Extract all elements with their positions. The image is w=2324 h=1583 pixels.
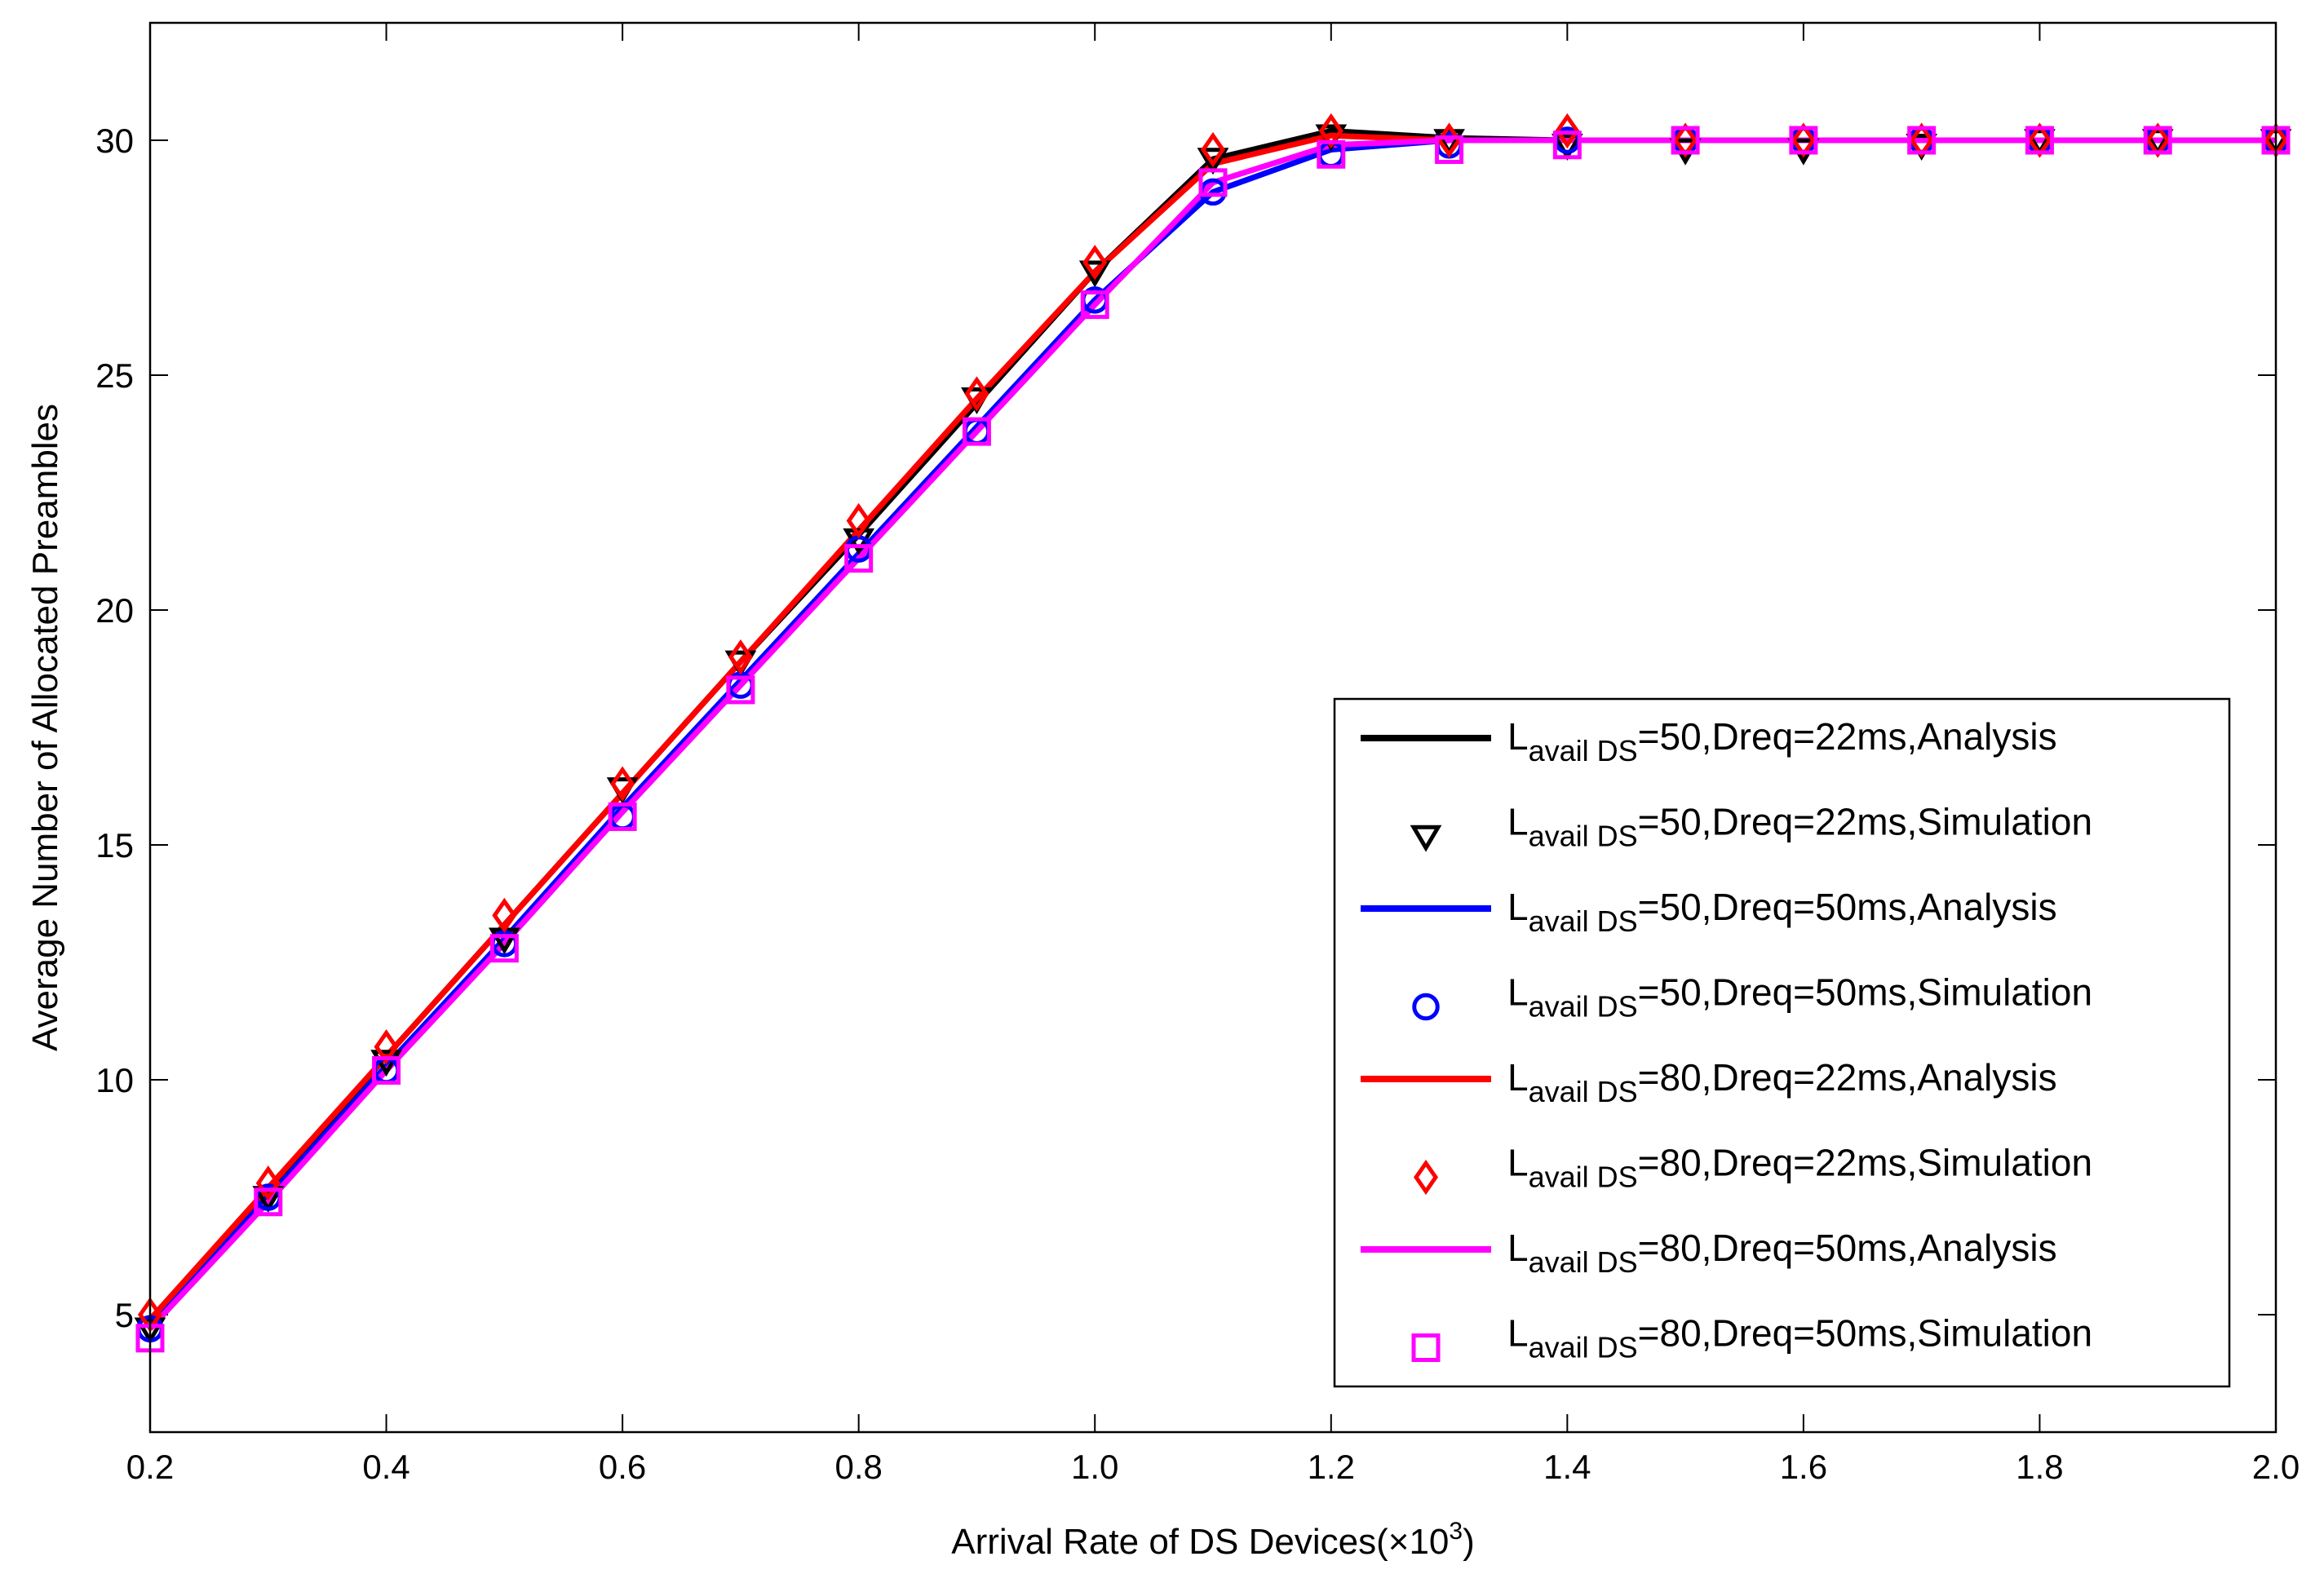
legend-entry-label: Lavail DS=50,Dreq=50ms,Analysis bbox=[1507, 886, 2057, 938]
data-point-diamond bbox=[255, 1165, 281, 1201]
data-point-diamond bbox=[1200, 131, 1226, 168]
x-tick-label: 1.8 bbox=[2016, 1448, 2063, 1486]
x-tick-label: 0.2 bbox=[126, 1448, 174, 1486]
data-point-square bbox=[1789, 126, 1818, 155]
data-point-square bbox=[372, 1055, 401, 1085]
legend-entry-label: Lavail DS=80,Dreq=50ms,Simulation bbox=[1507, 1312, 2092, 1364]
data-point-square bbox=[1907, 126, 1937, 155]
data-point-diamond bbox=[1082, 245, 1108, 281]
data-point-square bbox=[844, 544, 874, 573]
data-point-square bbox=[1080, 290, 1109, 320]
data-point-square bbox=[1552, 130, 1582, 160]
data-point-triangle-down bbox=[1433, 129, 1465, 157]
tick-labels: 0.2 0.4 0.6 0.8 1.0 1.2 1.4 1.6 1.8 2.0 5 10 15 20 25 3… bbox=[95, 122, 2300, 1486]
y-tick-label: 5 bbox=[115, 1296, 134, 1334]
data-point-diamond bbox=[846, 502, 871, 539]
data-point-square bbox=[1435, 135, 1464, 165]
x-tick-label: 1.4 bbox=[1543, 1448, 1591, 1486]
data-point-square bbox=[1671, 126, 1700, 155]
x-tick-label: 1.6 bbox=[1780, 1448, 1827, 1486]
data-point-square bbox=[1317, 139, 1346, 169]
data-point-diamond bbox=[1318, 113, 1343, 149]
data-point-diamond bbox=[1555, 113, 1580, 149]
series-line-6 bbox=[148, 137, 2276, 1331]
legend-entry-label: Lavail DS=50,Dreq=22ms,Analysis bbox=[1507, 715, 2057, 767]
data-point-diamond bbox=[374, 1029, 399, 1065]
y-tick-label: 10 bbox=[95, 1061, 134, 1099]
data-point-triangle-down bbox=[2141, 129, 2174, 157]
x-tick-label: 0.4 bbox=[362, 1448, 409, 1486]
legend-entry-label: Lavail DS=80,Dreq=22ms,Analysis bbox=[1507, 1056, 2057, 1108]
data-point-square bbox=[2025, 126, 2054, 155]
plot-frame bbox=[148, 21, 2278, 1434]
y-tick-label: 30 bbox=[95, 122, 134, 160]
legend-marker-swatch bbox=[1411, 1333, 1441, 1362]
data-point-square bbox=[1198, 168, 1228, 197]
legend: Lavail DS=50,Dreq=22ms,Analysis Lavail DS… bbox=[1333, 697, 2231, 1388]
data-point-square bbox=[608, 802, 637, 831]
y-axis-title: Average Number of Allocated Preambles bbox=[25, 404, 65, 1051]
data-point-triangle-down bbox=[1197, 148, 1229, 175]
legend-entry-label: Lavail DS=80,Dreq=50ms,Analysis bbox=[1507, 1227, 2057, 1279]
data-point-triangle-down bbox=[1551, 134, 1583, 161]
x-tick-label: 0.8 bbox=[834, 1448, 882, 1486]
data-point-diamond bbox=[610, 766, 635, 802]
x-tick-label: 2.0 bbox=[2252, 1448, 2300, 1486]
x-axis-title: Arrival Rate of DS Devices(×103) bbox=[951, 1518, 1474, 1562]
data-point-diamond bbox=[728, 639, 753, 675]
data-point-square bbox=[726, 675, 755, 705]
data-point-square bbox=[962, 417, 991, 446]
legend-entry-label: Lavail DS=50,Dreq=50ms,Simulation bbox=[1507, 971, 2092, 1024]
data-point-square bbox=[2143, 126, 2172, 155]
legend-entry-label: Lavail DS=80,Dreq=22ms,Simulation bbox=[1507, 1142, 2092, 1194]
data-point-diamond bbox=[964, 376, 989, 412]
legend-marker-swatch bbox=[1413, 1159, 1439, 1196]
x-tick-label: 0.6 bbox=[599, 1448, 646, 1486]
data-point-square bbox=[489, 934, 519, 963]
data-point-triangle-down bbox=[1078, 260, 1111, 288]
legend-marker-swatch bbox=[1412, 993, 1440, 1021]
legend-box bbox=[1333, 697, 2231, 1388]
x-tick-label: 1.0 bbox=[1071, 1448, 1118, 1486]
data-point-triangle-down bbox=[2024, 129, 2056, 157]
legend-entry-label: Lavail DS=50,Dreq=22ms,Simulation bbox=[1507, 801, 2092, 853]
y-tick-label: 15 bbox=[95, 826, 134, 864]
x-tick-label: 1.2 bbox=[1308, 1448, 1355, 1486]
data-point-diamond bbox=[492, 897, 517, 934]
data-point-square bbox=[254, 1187, 283, 1217]
y-tick-label: 25 bbox=[95, 356, 134, 395]
y-tick-label: 20 bbox=[95, 591, 134, 630]
legend-marker-swatch bbox=[1410, 825, 1442, 852]
